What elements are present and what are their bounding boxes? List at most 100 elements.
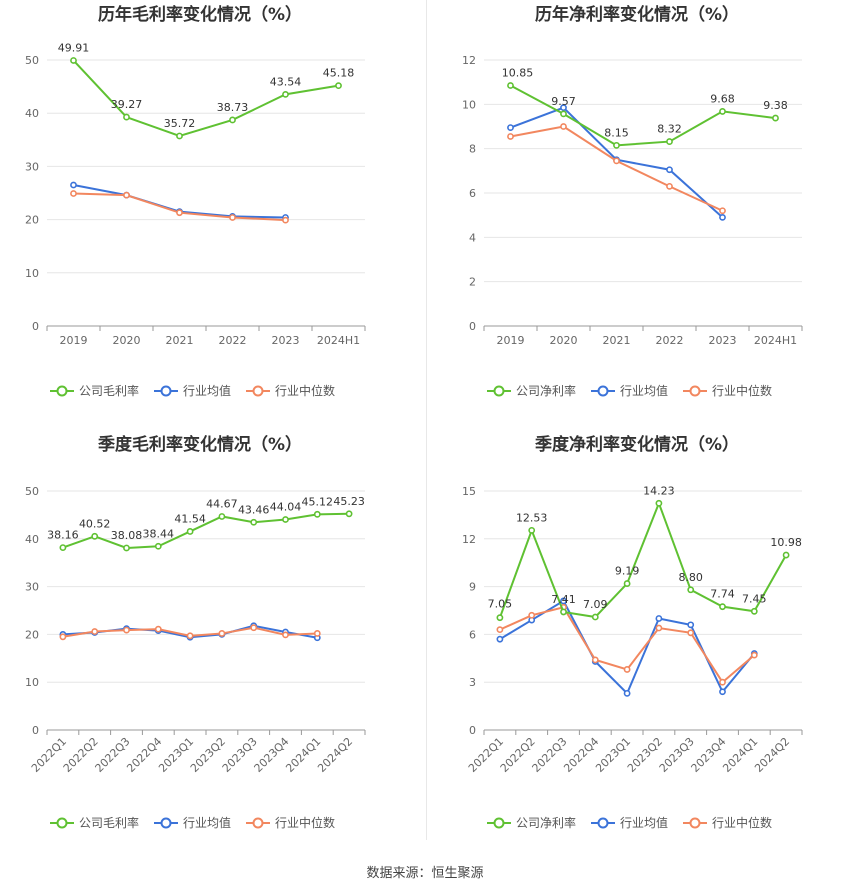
annual-net-margin-svg: 历年净利率变化情况（%） 0 2 4 6 8 10 12 2019 2020 2021 2022 202… bbox=[462, 4, 803, 398]
data-label: 38.16 bbox=[47, 529, 79, 542]
y-tick-label: 50 bbox=[25, 54, 39, 67]
data-point-industry-avg bbox=[719, 688, 726, 696]
legend-item-industry-median[interactable]: 行业中位数 bbox=[246, 383, 335, 398]
data-point-industry-avg bbox=[719, 213, 726, 221]
data-point-industry-avg bbox=[560, 597, 567, 605]
y-tick-label: 2 bbox=[469, 276, 476, 289]
y-tick-label: 8 bbox=[469, 143, 476, 156]
data-point-industry-median bbox=[496, 626, 504, 634]
y-tick-label: 0 bbox=[32, 320, 39, 333]
data-point-industry-avg bbox=[655, 615, 663, 622]
y-tick-label: 50 bbox=[25, 485, 39, 498]
data-label: 40.52 bbox=[79, 517, 111, 530]
x-tick-label: 2024Q2 bbox=[752, 735, 792, 775]
data-label: 12.53 bbox=[516, 511, 548, 524]
data-point-industry-median bbox=[59, 633, 67, 641]
y-tick-label: 10 bbox=[25, 267, 39, 280]
data-point-industry-median bbox=[591, 656, 599, 664]
data-point-company bbox=[91, 532, 99, 540]
data-point-industry-avg bbox=[687, 621, 695, 629]
data-label: 43.46 bbox=[238, 503, 270, 516]
x-tick-label: 2024H1 bbox=[754, 334, 797, 347]
data-point-company bbox=[772, 114, 779, 122]
legend-item-industry-avg[interactable]: 行业均值 bbox=[591, 815, 668, 830]
data-point-industry-median bbox=[70, 190, 77, 197]
data-point-industry-avg bbox=[560, 104, 567, 112]
data-point-industry-avg bbox=[507, 124, 514, 132]
data-point-industry-median bbox=[186, 632, 194, 640]
data-label: 9.19 bbox=[615, 565, 640, 578]
data-point-company bbox=[719, 603, 726, 611]
quarterly-net-margin-svg: 季度净利率变化情况（%）036912152022Q12022Q22022Q320… bbox=[462, 434, 803, 830]
legend-item-industry-avg[interactable]: 行业均值 bbox=[154, 815, 231, 830]
legend-label: 公司毛利率 bbox=[79, 815, 139, 830]
data-point-company bbox=[59, 544, 67, 551]
data-label: 14.23 bbox=[643, 484, 675, 497]
legend-label: 行业均值 bbox=[620, 383, 668, 398]
annual-gross-margin-chart: 历年毛利率变化情况（%） 0 10 20 30 40 50 2019 2020 2021 2022 2… bbox=[0, 0, 425, 430]
data-point-company bbox=[528, 526, 536, 534]
legend-item-industry-median[interactable]: 行业中位数 bbox=[683, 383, 772, 398]
data-label: 7.45 bbox=[742, 592, 767, 605]
data-point-industry-avg bbox=[496, 635, 504, 643]
legend-swatch-marker bbox=[597, 817, 609, 829]
chart-title: 历年净利率变化情况（%） bbox=[535, 4, 739, 25]
y-tick-label: 12 bbox=[462, 54, 476, 67]
annual-net-margin-chart: 历年净利率变化情况（%） 0 2 4 6 8 10 12 2019 2020 2021 2022 202… bbox=[425, 0, 850, 430]
data-point-industry-median bbox=[507, 133, 514, 140]
data-label: 45.18 bbox=[323, 67, 355, 80]
legend-swatch-marker bbox=[252, 385, 264, 397]
data-point-company bbox=[176, 132, 183, 140]
x-tick-label: 2020 bbox=[113, 334, 141, 347]
data-point-industry-median bbox=[719, 678, 726, 686]
legend-item-industry-avg[interactable]: 行业均值 bbox=[154, 383, 231, 398]
legend-label: 公司毛利率 bbox=[79, 383, 139, 398]
data-label: 8.15 bbox=[604, 126, 629, 139]
data-point-industry-median bbox=[282, 631, 289, 639]
data-point-industry-median bbox=[613, 157, 620, 165]
quarterly-gross-margin-chart: 季度毛利率变化情况（%） 0 10 20 30 40 50 2022Q1 2022Q2 2022Q… bbox=[0, 430, 425, 860]
chart-title: 季度净利率变化情况（%） bbox=[535, 434, 739, 455]
chart-body: 季度净利率变化情况（%）036912152022Q12022Q22022Q320… bbox=[462, 434, 803, 830]
legend-label: 行业中位数 bbox=[712, 815, 772, 830]
legend-swatch-marker bbox=[56, 817, 68, 829]
y-tick-label: 40 bbox=[25, 533, 39, 546]
chart-body: 历年净利率变化情况（%） 0 2 4 6 8 10 12 2019 2020 2021 2022 202… bbox=[462, 4, 803, 398]
y-tick-label: 20 bbox=[25, 628, 39, 641]
data-label: 39.27 bbox=[111, 98, 143, 111]
x-tick-label: 2022 bbox=[219, 334, 247, 347]
data-point-industry-median bbox=[176, 209, 183, 217]
legend-swatch-marker bbox=[689, 817, 701, 829]
legend-label: 行业中位数 bbox=[275, 383, 335, 398]
data-label: 44.67 bbox=[206, 497, 238, 510]
data-point-company bbox=[313, 510, 321, 518]
data-label: 7.74 bbox=[710, 588, 735, 601]
legend-item-industry-median[interactable]: 行业中位数 bbox=[246, 815, 335, 830]
series-line-company bbox=[72, 59, 339, 138]
data-label: 9.68 bbox=[710, 92, 735, 105]
legend-item-company[interactable]: 公司毛利率 bbox=[50, 815, 139, 830]
data-label: 8.80 bbox=[678, 571, 703, 584]
legend-item-company[interactable]: 公司净利率 bbox=[487, 383, 576, 398]
data-point-company bbox=[560, 110, 567, 118]
chart-title: 季度毛利率变化情况（%） bbox=[98, 434, 302, 455]
data-label: 7.05 bbox=[488, 598, 513, 611]
legend-item-industry-avg[interactable]: 行业均值 bbox=[591, 383, 668, 398]
legend-item-company[interactable]: 公司毛利率 bbox=[50, 383, 139, 398]
legend-swatch-marker bbox=[160, 817, 172, 829]
data-point-company bbox=[70, 57, 77, 64]
y-tick-label: 9 bbox=[469, 581, 476, 594]
data-point-company bbox=[282, 90, 289, 98]
legend-label: 行业中位数 bbox=[712, 383, 772, 398]
legend-swatch-marker bbox=[493, 817, 505, 829]
series-line-company bbox=[62, 512, 350, 549]
data-point-company bbox=[229, 116, 236, 124]
data-point-company bbox=[250, 518, 258, 526]
y-tick-label: 20 bbox=[25, 214, 39, 227]
legend-item-company[interactable]: 公司净利率 bbox=[487, 815, 576, 830]
data-label: 38.44 bbox=[143, 527, 175, 540]
legend-item-industry-median[interactable]: 行业中位数 bbox=[683, 815, 772, 830]
data-point-company bbox=[623, 580, 631, 587]
data-source-footer: 数据来源：恒生聚源 bbox=[366, 866, 484, 881]
data-point-company bbox=[719, 108, 726, 115]
